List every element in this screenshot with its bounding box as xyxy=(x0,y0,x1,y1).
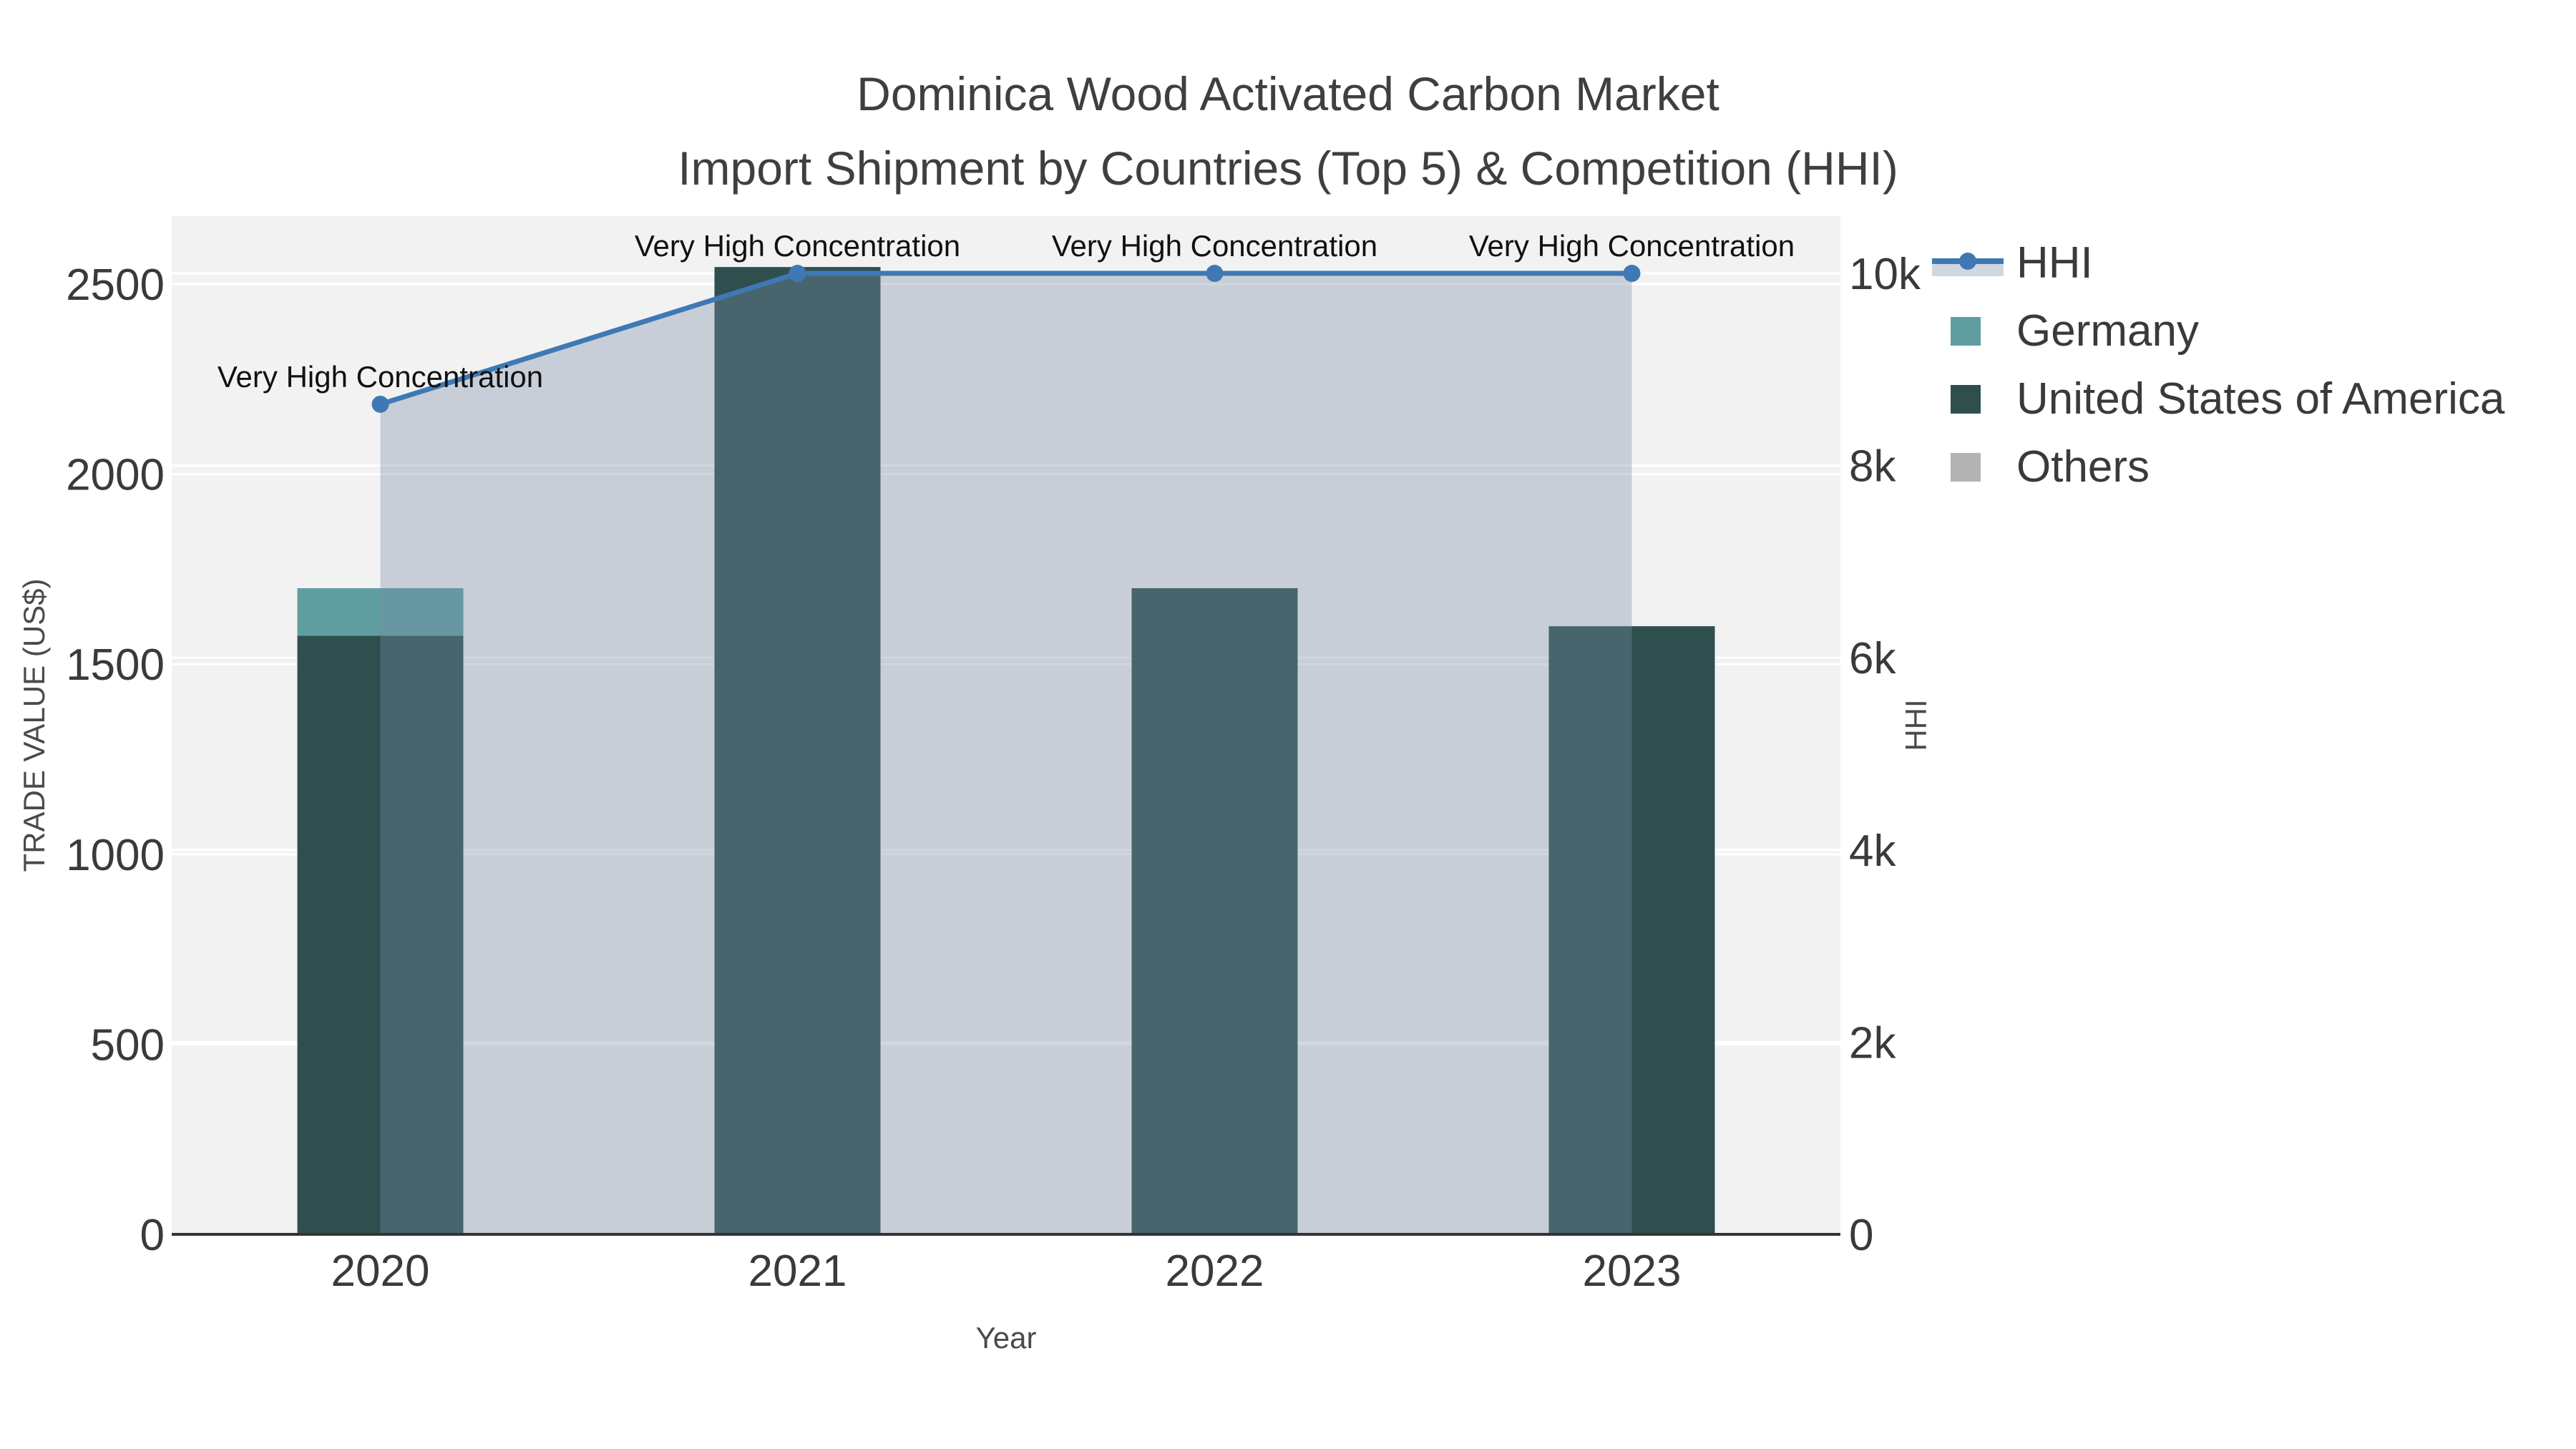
bar-segment-united-states-of-america-2020 xyxy=(297,635,464,1234)
hhi-marker-2022 xyxy=(1206,265,1224,283)
x-tick-2022: 2022 xyxy=(1166,1246,1264,1296)
hhi-marker-2021 xyxy=(789,265,806,283)
left-tick-1000: 1000 xyxy=(66,831,165,880)
x-tick-2021: 2021 xyxy=(748,1246,847,1296)
hhi-marker-2023 xyxy=(1623,265,1641,283)
legend-label-usa: United States of America xyxy=(2016,374,2505,424)
x-tick-2023: 2023 xyxy=(1583,1246,1682,1296)
legend-item-usa: United States of America xyxy=(1932,365,2504,433)
legend-label-others: Others xyxy=(2016,442,2150,492)
x-axis-title: Year xyxy=(976,1321,1037,1355)
right-tick-8k: 8k xyxy=(1849,442,1896,492)
germany-color-swatch xyxy=(1951,316,1981,346)
annotation-2022: Very High Concentration xyxy=(1052,229,1377,263)
hhi-marker-dot-icon xyxy=(1959,252,1976,270)
legend-item-germany: Germany xyxy=(1932,297,2504,365)
bar-segment-united-states-of-america-2021 xyxy=(714,267,881,1235)
legend-item-hhi: HHI xyxy=(1932,229,2504,297)
bar-segment-united-states-of-america-2023 xyxy=(1548,626,1715,1234)
hhi-line xyxy=(379,270,1632,407)
legend: HHI Germany United States of America Oth… xyxy=(1932,229,2504,501)
usa-color-swatch xyxy=(1951,384,1981,414)
legend-item-others: Others xyxy=(1932,433,2504,501)
annotation-2020: Very High Concentration xyxy=(218,360,543,394)
chart-title: Dominica Wood Activated Carbon Market Im… xyxy=(0,57,2576,205)
hhi-marker-2020 xyxy=(371,395,389,413)
left-tick-500: 500 xyxy=(91,1020,165,1070)
annotation-2023: Very High Concentration xyxy=(1469,229,1795,263)
chart-title-line1: Dominica Wood Activated Carbon Market xyxy=(857,67,1719,120)
chart-title-line2: Import Shipment by Countries (Top 5) & C… xyxy=(678,142,1898,195)
right-tick-6k: 6k xyxy=(1849,634,1896,683)
hhi-line-key-icon xyxy=(1932,246,2004,280)
right-axis-title: HHI xyxy=(1899,699,1933,751)
left-tick-0: 0 xyxy=(140,1211,165,1260)
legend-label-germany: Germany xyxy=(2016,306,2199,356)
right-tick-10k: 10k xyxy=(1849,250,1921,299)
right-tick-0: 0 xyxy=(1849,1211,1873,1260)
right-tick-2k: 2k xyxy=(1849,1018,1896,1068)
left-tick-2000: 2000 xyxy=(66,451,165,500)
left-tick-1500: 1500 xyxy=(66,640,165,690)
bar-segment-united-states-of-america-2022 xyxy=(1131,588,1298,1234)
others-color-swatch xyxy=(1951,452,1981,482)
legend-label-hhi: HHI xyxy=(2016,238,2093,288)
right-tick-4k: 4k xyxy=(1849,826,1896,876)
annotation-2021: Very High Concentration xyxy=(635,229,960,263)
left-tick-2500: 2500 xyxy=(66,260,165,310)
left-axis-title: TRADE VALUE (US$) xyxy=(17,579,51,872)
x-tick-2020: 2020 xyxy=(331,1246,430,1296)
bar-segment-germany-2020 xyxy=(297,588,464,636)
hhi-area-fill xyxy=(380,273,1632,1234)
